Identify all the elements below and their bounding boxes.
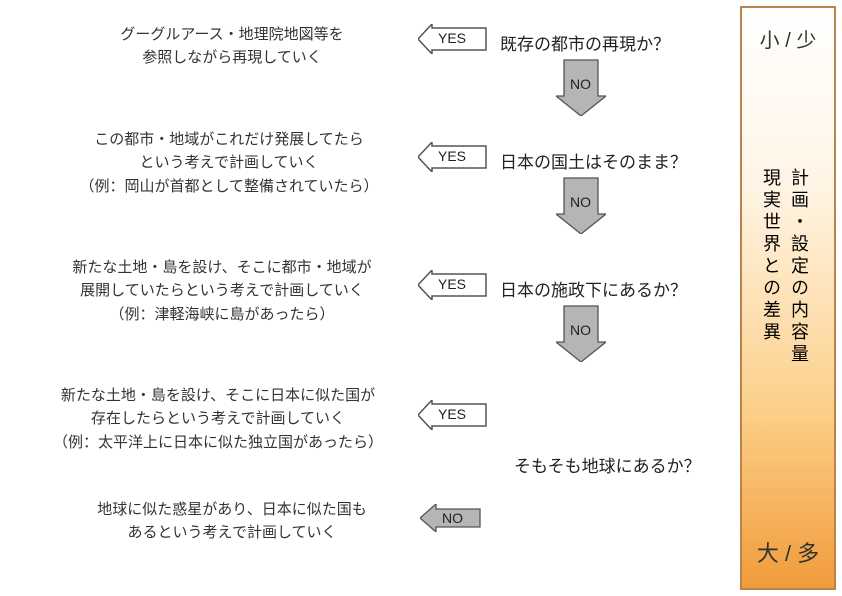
- answer-4: 新たな土地・島を設け、そこに日本に似た国が 存在したらという考えで計画していく …: [18, 384, 418, 454]
- answer-4-line2: 存在したらという考えで計画していく: [18, 407, 418, 430]
- answer-5-line1: 地球に似た惑星があり、日本に似た国も: [52, 498, 412, 521]
- no-label-1: NO: [570, 76, 591, 92]
- scale-label-top: 小 / 少: [742, 24, 834, 53]
- question-1: 既存の都市の再現か？: [500, 30, 670, 55]
- answer-2-line2: という考えで計画していく: [44, 151, 414, 174]
- answer-3-line2: 展開していたらという考えで計画していく: [32, 279, 412, 302]
- vertical-label-left: 現実世界との差異: [758, 168, 784, 344]
- answer-3-line1: 新たな土地・島を設け、そこに都市・地域が: [32, 256, 412, 279]
- question-4: そもそも地球にあるか？: [514, 452, 701, 477]
- question-3: 日本の施政下にあるか？: [500, 276, 687, 301]
- answer-5: 地球に似た惑星があり、日本に似た国も あるという考えで計画していく: [52, 498, 412, 545]
- answer-4-line3: （例：太平洋上に日本に似た独立国があったら）: [18, 431, 418, 454]
- no-label-3: NO: [570, 322, 591, 338]
- no-label-4: NO: [442, 510, 463, 526]
- answer-5-line2: あるという考えで計画していく: [52, 521, 412, 544]
- scale-label-bottom: 大 / 多: [742, 536, 834, 568]
- scale-sidebar: 小 / 少 計画・設定の内容量 現実世界との差異 大 / 多: [740, 6, 836, 590]
- answer-3-line3: （例：津軽海峡に島があったら）: [32, 303, 412, 326]
- answer-2-line3: （例：岡山が首都として整備されていたら）: [44, 175, 414, 198]
- answer-1: グーグルアース・地理院地図等を 参照しながら再現していく: [62, 23, 402, 70]
- yes-label-4: YES: [438, 406, 466, 422]
- answer-2-line1: この都市・地域がこれだけ発展してたら: [44, 128, 414, 151]
- flowchart-area: 既存の都市の再現か？ YES グーグルアース・地理院地図等を 参照しながら再現し…: [0, 0, 730, 596]
- answer-1-line2: 参照しながら再現していく: [62, 46, 402, 69]
- answer-1-line1: グーグルアース・地理院地図等を: [62, 23, 402, 46]
- vertical-label-right: 計画・設定の内容量: [786, 168, 812, 366]
- no-label-2: NO: [570, 194, 591, 210]
- answer-2: この都市・地域がこれだけ発展してたら という考えで計画していく （例：岡山が首都…: [44, 128, 414, 198]
- yes-label-3: YES: [438, 276, 466, 292]
- answer-3: 新たな土地・島を設け、そこに都市・地域が 展開していたらという考えで計画していく…: [32, 256, 412, 326]
- question-2: 日本の国土はそのまま？: [500, 148, 687, 173]
- answer-4-line1: 新たな土地・島を設け、そこに日本に似た国が: [18, 384, 418, 407]
- yes-label-1: YES: [438, 30, 466, 46]
- yes-label-2: YES: [438, 148, 466, 164]
